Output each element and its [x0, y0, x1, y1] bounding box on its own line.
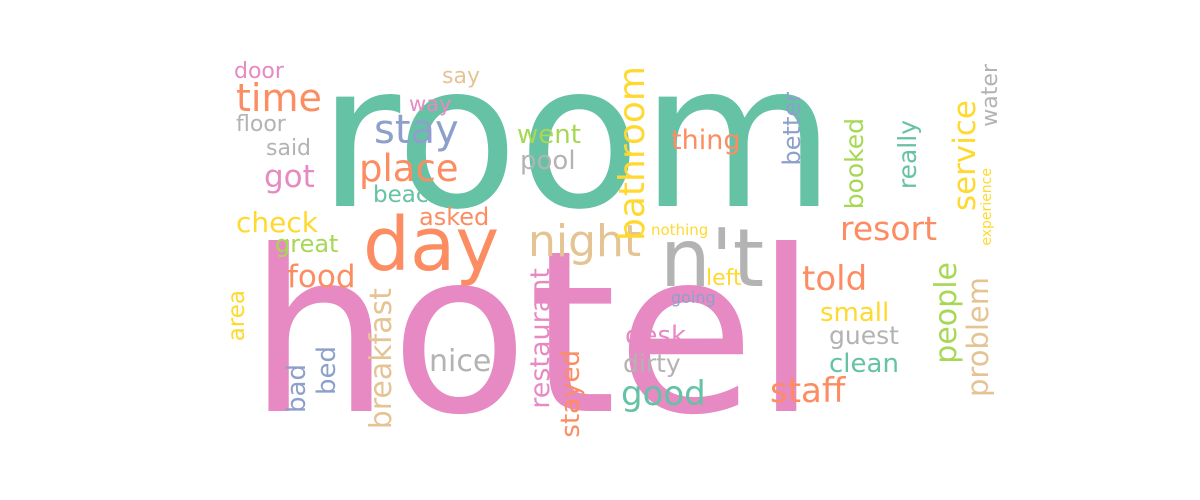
word: asked — [419, 203, 490, 231]
word: say — [442, 64, 480, 89]
word: resort — [840, 209, 938, 248]
word: floor — [236, 112, 286, 137]
word: left — [706, 266, 742, 291]
word: got — [264, 159, 315, 195]
word: booked — [840, 118, 869, 210]
word: n't — [660, 212, 765, 305]
word: dirty — [623, 349, 681, 378]
word: door — [234, 59, 284, 84]
word: beach — [373, 182, 444, 208]
word: room — [318, 21, 836, 254]
word: told — [802, 259, 868, 299]
word: really — [893, 120, 922, 190]
word: small — [820, 298, 890, 328]
word: nice — [429, 344, 492, 379]
word: people — [929, 262, 964, 364]
word: bad — [282, 364, 312, 413]
word: going — [671, 288, 716, 307]
word: area — [224, 290, 250, 342]
word: stayed — [556, 350, 586, 438]
word: bed — [312, 346, 342, 396]
word: staff — [770, 371, 846, 411]
word: desk — [625, 321, 687, 351]
word: pool — [520, 146, 576, 176]
word: hotel — [248, 203, 818, 465]
word: nothing — [651, 221, 709, 239]
word: experience — [979, 168, 995, 246]
word: guest — [829, 321, 899, 350]
word: food — [287, 259, 356, 295]
word: restaurant — [525, 268, 556, 409]
word: way — [409, 92, 452, 116]
word: bathroom — [612, 66, 653, 241]
word: breakfast — [364, 288, 399, 430]
word: check — [236, 206, 318, 239]
word: better — [778, 92, 806, 166]
word: thing — [671, 125, 741, 156]
word: problem — [961, 277, 995, 397]
word: day — [363, 202, 500, 288]
word: water — [978, 64, 1003, 127]
word: good — [621, 374, 706, 414]
word: said — [266, 136, 312, 161]
word: stay — [374, 107, 459, 153]
word: clean — [829, 349, 899, 379]
word: went — [517, 120, 581, 150]
word: great — [275, 230, 339, 258]
word: time — [236, 76, 322, 120]
word: place — [359, 147, 459, 190]
word: night — [528, 216, 642, 267]
word: service — [947, 100, 983, 212]
